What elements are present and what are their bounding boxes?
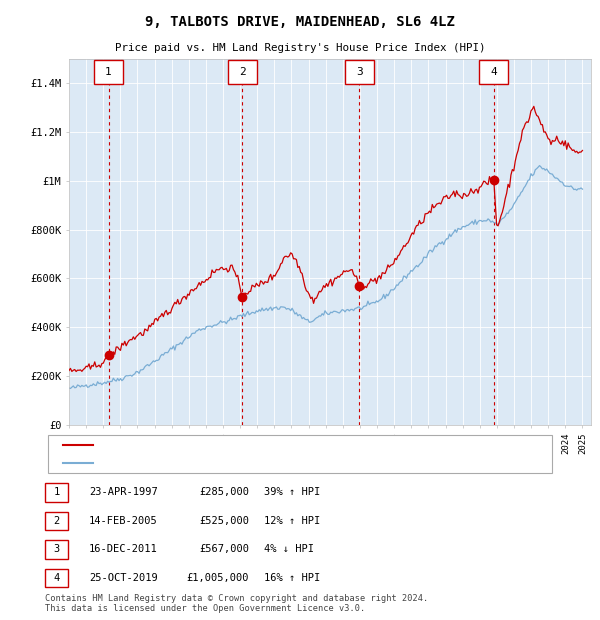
Text: £285,000: £285,000: [199, 487, 249, 497]
Text: 39% ↑ HPI: 39% ↑ HPI: [264, 487, 320, 497]
Text: 16-DEC-2011: 16-DEC-2011: [89, 544, 158, 554]
Text: 4: 4: [490, 67, 497, 77]
Text: Contains HM Land Registry data © Crown copyright and database right 2024.
This d: Contains HM Land Registry data © Crown c…: [45, 594, 428, 613]
Text: 23-APR-1997: 23-APR-1997: [89, 487, 158, 497]
Text: 1: 1: [105, 67, 112, 77]
Text: £525,000: £525,000: [199, 516, 249, 526]
Text: HPI: Average price, detached house, Windsor and Maidenhead: HPI: Average price, detached house, Wind…: [99, 458, 433, 467]
Text: 4: 4: [53, 573, 59, 583]
Text: 12% ↑ HPI: 12% ↑ HPI: [264, 516, 320, 526]
Text: 1: 1: [53, 487, 59, 497]
Text: 9, TALBOTS DRIVE, MAIDENHEAD, SL6 4LZ (detached house): 9, TALBOTS DRIVE, MAIDENHEAD, SL6 4LZ (d…: [99, 440, 409, 450]
Text: 2: 2: [53, 516, 59, 526]
Text: £567,000: £567,000: [199, 544, 249, 554]
Text: 3: 3: [356, 67, 362, 77]
Text: 9, TALBOTS DRIVE, MAIDENHEAD, SL6 4LZ: 9, TALBOTS DRIVE, MAIDENHEAD, SL6 4LZ: [145, 16, 455, 30]
Text: 16% ↑ HPI: 16% ↑ HPI: [264, 573, 320, 583]
Text: 14-FEB-2005: 14-FEB-2005: [89, 516, 158, 526]
Text: 3: 3: [53, 544, 59, 554]
Text: Price paid vs. HM Land Registry's House Price Index (HPI): Price paid vs. HM Land Registry's House …: [115, 43, 485, 53]
Text: 25-OCT-2019: 25-OCT-2019: [89, 573, 158, 583]
Text: 2: 2: [239, 67, 245, 77]
Text: 4% ↓ HPI: 4% ↓ HPI: [264, 544, 314, 554]
Text: £1,005,000: £1,005,000: [187, 573, 249, 583]
